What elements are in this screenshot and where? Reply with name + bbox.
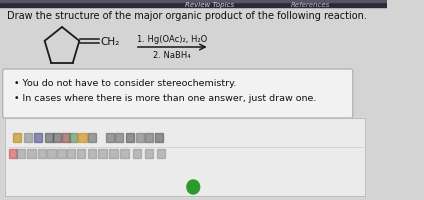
Bar bbox=[109, 149, 117, 158]
Bar bbox=[0, 0, 387, 3]
Bar bbox=[145, 133, 153, 142]
Bar bbox=[17, 149, 25, 158]
Circle shape bbox=[187, 180, 200, 194]
Text: • You do not have to consider stereochemistry.: • You do not have to consider stereochem… bbox=[14, 79, 236, 88]
Bar bbox=[5, 118, 365, 196]
Bar bbox=[133, 149, 141, 158]
Bar bbox=[126, 133, 134, 142]
Bar bbox=[106, 133, 114, 142]
Bar bbox=[0, 0, 387, 8]
Bar bbox=[24, 133, 32, 142]
Bar bbox=[13, 133, 21, 142]
Bar bbox=[47, 149, 56, 158]
Bar bbox=[45, 133, 53, 142]
Text: Draw the structure of the major organic product of the following reaction.: Draw the structure of the major organic … bbox=[7, 11, 367, 21]
Text: References: References bbox=[290, 2, 329, 8]
Bar bbox=[78, 133, 86, 142]
Text: CH₂: CH₂ bbox=[100, 37, 120, 47]
Bar bbox=[98, 149, 107, 158]
Text: • In cases where there is more than one answer, just draw one.: • In cases where there is more than one … bbox=[14, 94, 316, 102]
Bar bbox=[157, 149, 165, 158]
Bar bbox=[67, 149, 75, 158]
Bar bbox=[28, 149, 36, 158]
Bar bbox=[34, 133, 42, 142]
FancyBboxPatch shape bbox=[3, 70, 353, 118]
Bar bbox=[136, 133, 144, 142]
Bar bbox=[69, 133, 78, 142]
Text: 1. Hg(OAc)₂, H₂O: 1. Hg(OAc)₂, H₂O bbox=[137, 35, 207, 44]
Text: 2. NaBH₄: 2. NaBH₄ bbox=[153, 51, 191, 60]
Bar bbox=[155, 133, 163, 142]
Bar bbox=[5, 118, 365, 196]
Bar bbox=[53, 133, 61, 142]
Bar bbox=[145, 149, 153, 158]
Bar bbox=[87, 133, 96, 142]
Bar bbox=[115, 133, 123, 142]
Bar bbox=[38, 149, 47, 158]
Text: Review Topics: Review Topics bbox=[185, 2, 234, 8]
Bar bbox=[87, 149, 96, 158]
Bar bbox=[62, 133, 70, 142]
Bar bbox=[9, 149, 17, 158]
Bar bbox=[57, 149, 66, 158]
Bar bbox=[120, 149, 128, 158]
Bar bbox=[77, 149, 85, 158]
